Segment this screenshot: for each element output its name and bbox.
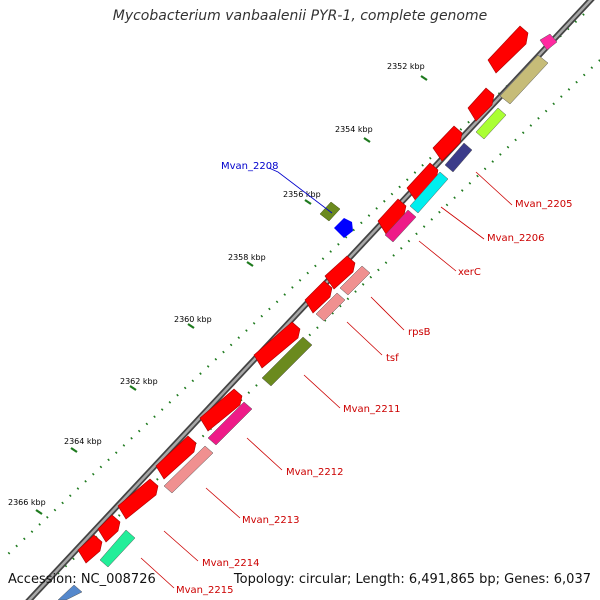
gene-arrow[interactable]	[253, 321, 301, 369]
gene-arrow[interactable]	[97, 514, 121, 543]
gene-arrow[interactable]	[324, 255, 356, 290]
label-leader-blue	[268, 167, 333, 214]
kbp-label: 2352 kbp	[387, 62, 425, 71]
gene-box[interactable]	[339, 265, 371, 296]
scale-tick	[187, 323, 195, 329]
gene-arrow[interactable]	[155, 435, 197, 480]
gene-box[interactable]	[384, 209, 417, 243]
gene-arrow[interactable]	[199, 388, 243, 432]
gene-box[interactable]	[207, 401, 253, 446]
forward-strand-genes	[77, 25, 529, 564]
scale-tick	[420, 75, 428, 81]
gene-box[interactable]	[99, 529, 136, 568]
gene-arrow[interactable]	[406, 162, 439, 202]
scale-tick	[363, 137, 371, 143]
scale-tick	[304, 199, 312, 205]
gene-label[interactable]: Mvan_2208	[221, 161, 278, 172]
gene-arrow[interactable]	[467, 87, 495, 122]
gene-label[interactable]: Mvan_2211	[343, 404, 400, 415]
gene-label[interactable]: Mvan_2213	[242, 515, 299, 526]
gene-box[interactable]	[57, 584, 83, 600]
gene-box[interactable]	[163, 445, 214, 494]
gene-box[interactable]	[444, 142, 473, 173]
scale-tick	[35, 509, 43, 515]
gene-label[interactable]: Mvan_2212	[286, 467, 343, 478]
gene-labels: Mvan_2205 Mvan_2206 xerC rpsB tsf Mvan_2…	[176, 161, 572, 596]
gene-label[interactable]: Mvan_2206	[487, 233, 544, 244]
gene-arrow[interactable]	[304, 280, 333, 314]
gene-arrow[interactable]	[77, 534, 103, 564]
gene-label[interactable]: xerC	[458, 267, 481, 278]
kbp-label: 2354 kbp	[335, 125, 373, 134]
gene-box[interactable]	[539, 33, 558, 51]
genome-summary: Topology: circular; Length: 6,491,865 bp…	[233, 572, 591, 587]
gene-arrow[interactable]	[377, 198, 407, 235]
kbp-label: 2362 kbp	[120, 377, 158, 386]
gene-label[interactable]: Mvan_2215	[176, 585, 233, 596]
kbp-label: 2356 kbp	[283, 190, 321, 199]
reverse-strand-genes	[57, 33, 558, 600]
gene-label[interactable]: Mvan_2205	[515, 199, 572, 210]
kbp-label: 2360 kbp	[174, 315, 212, 324]
scale-ticks	[35, 75, 428, 515]
kbp-label: 2366 kbp	[8, 498, 46, 507]
gene-label[interactable]: tsf	[386, 353, 399, 364]
gene-box[interactable]	[409, 171, 449, 214]
gene-box[interactable]	[475, 107, 507, 140]
gene-label[interactable]: Mvan_2214	[202, 558, 259, 569]
scale-tick	[246, 261, 254, 267]
scale-tick	[129, 385, 137, 391]
kbp-label: 2358 kbp	[228, 253, 266, 262]
gene-box[interactable]	[261, 336, 313, 387]
gene-label[interactable]: rpsB	[408, 327, 431, 338]
gene-arrow[interactable]	[432, 125, 463, 162]
accession-text: Accession: NC_008726	[8, 572, 156, 587]
gene-arrow[interactable]	[487, 25, 529, 74]
gene-arrow-blue[interactable]	[334, 218, 353, 238]
gene-arrow[interactable]	[117, 478, 159, 520]
gene-box[interactable]	[315, 292, 346, 322]
scale-tick	[70, 447, 78, 453]
kbp-label: 2364 kbp	[64, 437, 102, 446]
label-leaders	[140, 171, 513, 589]
map-title: Mycobacterium vanbaalenii PYR-1, complet…	[112, 8, 488, 24]
gene-box[interactable]	[499, 54, 549, 105]
scale-labels: 2352 kbp 2354 kbp 2356 kbp 2358 kbp 2360…	[8, 62, 425, 507]
